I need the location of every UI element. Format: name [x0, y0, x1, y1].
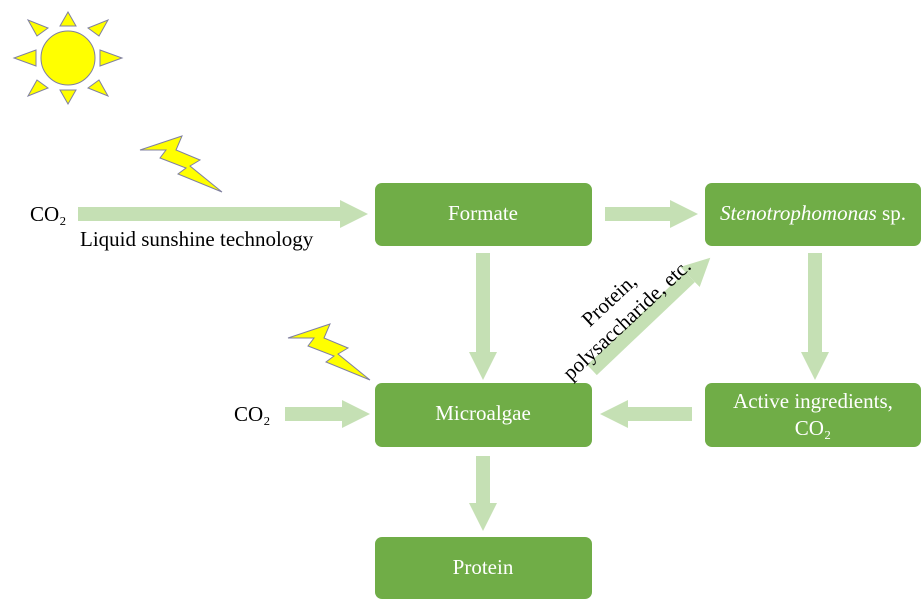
node-label: CO₂ — [795, 416, 832, 440]
node-label-italic: Stenotrophomonas — [720, 201, 877, 225]
lightning — [139, 135, 223, 193]
lightning — [287, 323, 371, 381]
sun — [12, 10, 124, 106]
node-label: Protein — [453, 555, 514, 579]
arrow — [587, 257, 711, 376]
node-box — [375, 183, 592, 246]
node-label: Microalgae — [435, 401, 531, 425]
node-box — [375, 383, 592, 447]
input-label: CO₂ — [30, 202, 67, 226]
node-label: Formate — [448, 201, 518, 225]
node-label: Active ingredients, — [733, 389, 893, 413]
node-box — [705, 183, 921, 246]
node-label: Stenotrophomonas sp. — [720, 201, 906, 225]
input-label: CO₂ — [234, 402, 271, 426]
node-box — [375, 537, 592, 599]
node-box — [705, 383, 921, 447]
edge-label: Protein, polysaccharide, etc. — [558, 254, 696, 385]
node-label-text: sp. — [882, 201, 906, 225]
input-note: Liquid sunshine technology — [80, 227, 314, 251]
